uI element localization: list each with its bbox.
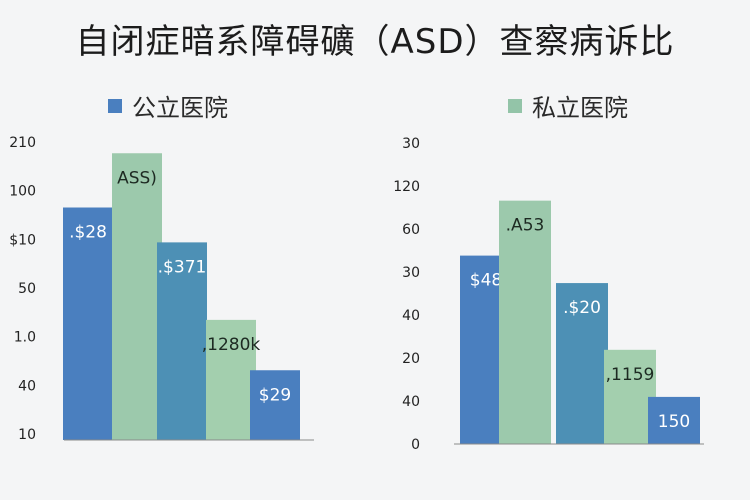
chart1-bar-3 — [206, 319, 256, 440]
chart1-y-tick-5: 40 — [18, 378, 36, 394]
chart1-y-tick-1: 100 — [9, 184, 36, 200]
chart2-y-tick-0: 30 — [402, 136, 420, 152]
chart2-y-tick-4: 40 — [402, 308, 420, 324]
chart1-y-tick-3: 50 — [18, 281, 36, 297]
chart2-bar-label-3: ,1159 — [606, 365, 655, 385]
legend-label-public: 公立医院 — [132, 94, 228, 122]
chart1-bar-label-3: ,1280k — [202, 335, 261, 355]
chart2-bar-label-2: .$20 — [563, 298, 601, 318]
chart1-bar-label-2: .$371 — [158, 257, 207, 277]
chart1-bar-label-1: ASS) — [117, 168, 157, 188]
chart1-y-tick-0: 210 — [9, 135, 36, 151]
chart1-bar-1 — [112, 153, 162, 440]
chart2-bar-label-0: $48 — [470, 271, 502, 291]
chart2-bar-3 — [604, 349, 656, 444]
chart2-y-tick-1: 120 — [393, 179, 420, 195]
chart1-bar-2 — [157, 242, 207, 440]
legend-item-private-hospital: 私立医院 — [508, 88, 628, 123]
chart1-y-tick-4: 1.0 — [14, 330, 36, 346]
legend-swatch-public — [108, 98, 122, 113]
legend-swatch-private — [508, 98, 522, 113]
chart1-bar-4 — [250, 370, 300, 440]
chart2-bar-2 — [556, 283, 608, 444]
chart2-y-tick-5: 20 — [402, 351, 420, 367]
chart1-bar-0 — [63, 207, 113, 440]
legend-label-private: 私立医院 — [532, 94, 628, 122]
chart2-y-tick-7: 0 — [411, 437, 420, 453]
chart1-y-tick-2: $10 — [9, 232, 36, 248]
chart2-bar-1 — [499, 200, 551, 444]
chart2-bar-label-1: .A53 — [506, 216, 545, 236]
legend-item-public-hospital: 公立医院 — [108, 88, 228, 123]
chart1-bar-label-4: $29 — [259, 385, 291, 405]
chart2-bar-label-4: 150 — [658, 412, 690, 432]
chart2-y-tick-2: 60 — [402, 222, 420, 238]
chart1-bar-label-0: .$28 — [69, 223, 107, 243]
chart1-y-tick-6: 10 — [18, 427, 36, 443]
chart2-y-tick-3: 30 — [402, 265, 420, 281]
chart2-bar-4 — [648, 396, 700, 444]
chart2-y-tick-6: 40 — [402, 394, 420, 410]
chart-title: 自闭症暗系障碍礦（ASD）查察病诉比 — [75, 22, 675, 62]
